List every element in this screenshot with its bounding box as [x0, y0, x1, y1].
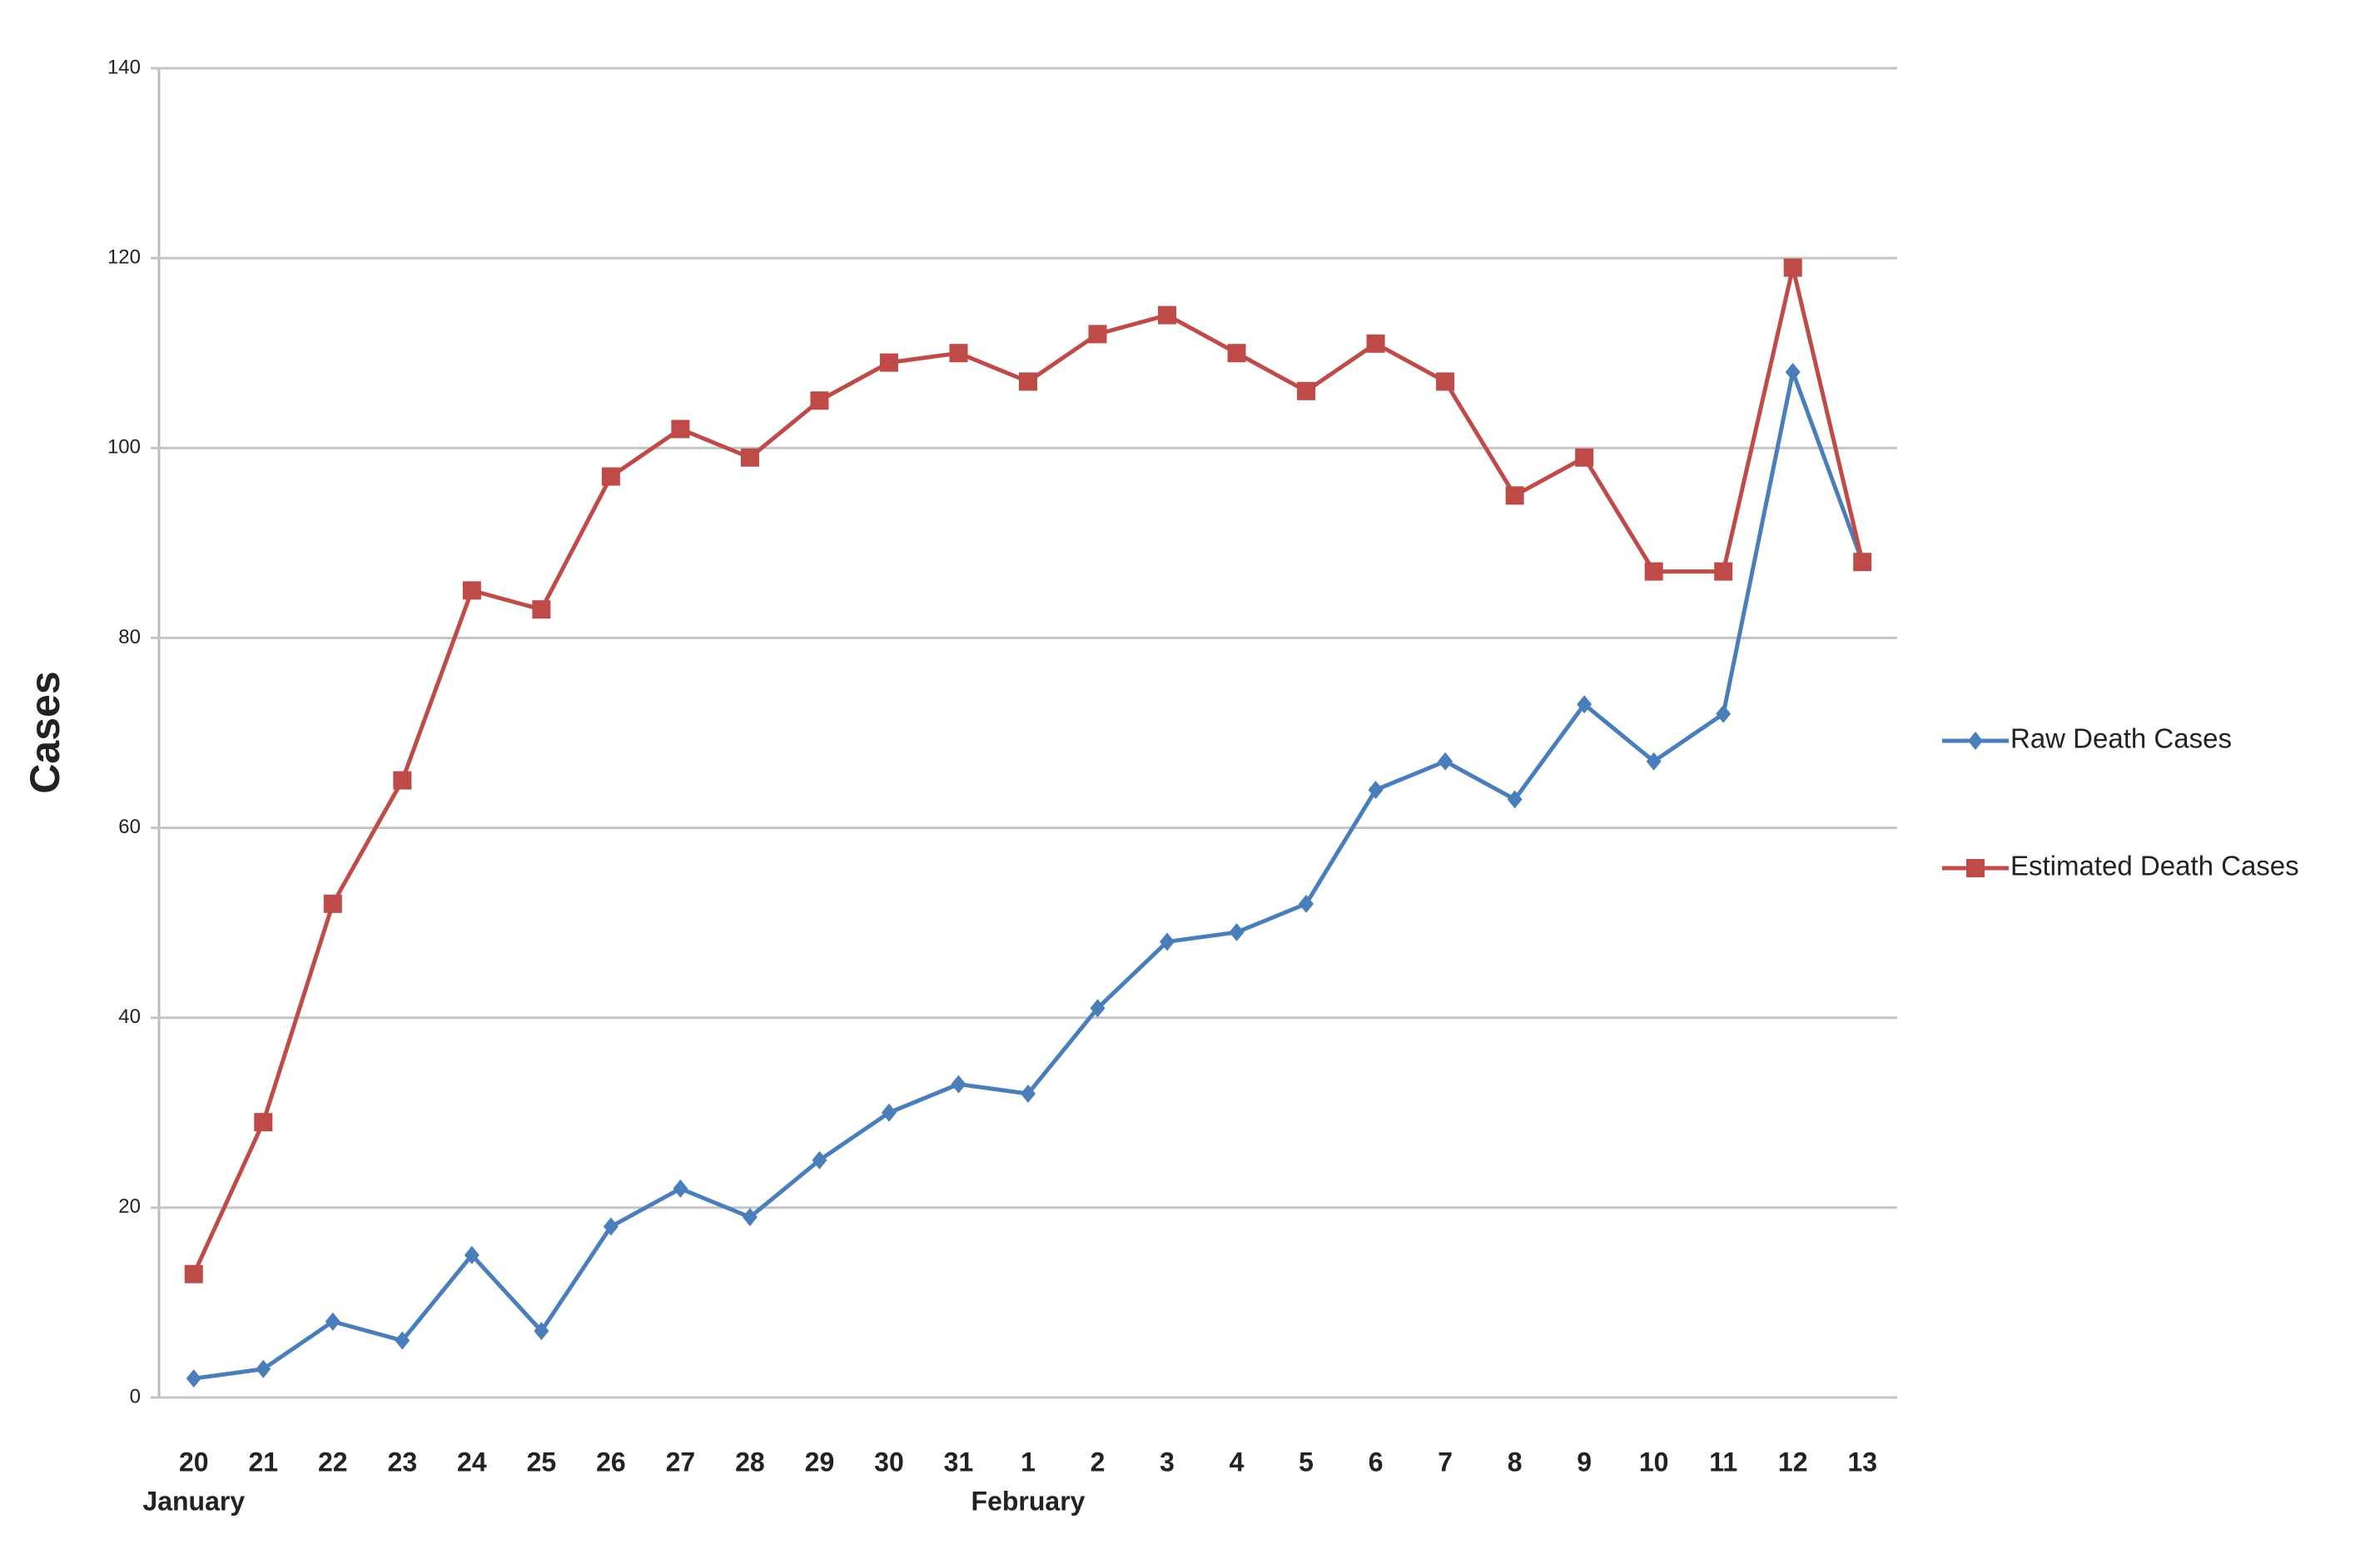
data-point: [673, 1179, 688, 1199]
x-tick-label: 6: [1369, 1447, 1384, 1477]
data-point: [810, 391, 829, 410]
x-tick-label: 28: [735, 1447, 765, 1477]
x-tick-label: 5: [1299, 1447, 1314, 1477]
x-tick-label: 20: [179, 1447, 209, 1477]
x-tick-label: 8: [1508, 1447, 1523, 1477]
month-label: January: [142, 1486, 245, 1516]
x-tick-label: 24: [457, 1447, 487, 1477]
data-point: [534, 1322, 549, 1341]
x-tick-label: 2: [1091, 1447, 1106, 1477]
y-tick-label: 80: [118, 626, 141, 648]
data-point: [1299, 894, 1314, 913]
x-tick-label: 11: [1709, 1447, 1737, 1477]
x-tick-label: 7: [1438, 1447, 1453, 1477]
data-point: [325, 1312, 340, 1331]
data-point: [601, 467, 620, 486]
x-tick-label: 10: [1639, 1447, 1669, 1477]
legend-label: Estimated Death Cases: [2010, 851, 2299, 881]
data-point: [462, 581, 481, 600]
legend-marker: [1968, 732, 1983, 750]
data-point: [256, 1359, 271, 1378]
y-tick-label: 40: [118, 1005, 141, 1028]
data-point: [1716, 704, 1732, 723]
data-point: [1227, 344, 1246, 363]
x-tick-label: 12: [1778, 1447, 1808, 1477]
data-point: [184, 1264, 203, 1283]
y-tick-label: 100: [107, 436, 141, 459]
x-tick-label: 29: [805, 1447, 835, 1477]
data-point: [1158, 305, 1177, 325]
x-tick-label: 23: [388, 1447, 418, 1477]
data-point: [393, 771, 412, 790]
series-line: [191, 266, 1865, 1275]
data-point: [186, 1369, 201, 1388]
data-point: [949, 344, 968, 363]
data-point: [1505, 486, 1524, 505]
data-point: [603, 1217, 619, 1236]
data-point: [1090, 999, 1106, 1018]
y-tick-label: 20: [118, 1195, 141, 1218]
series-line: [193, 370, 1865, 1381]
data-point: [951, 1075, 966, 1094]
data-point: [1438, 752, 1453, 771]
x-tick-label: 1: [1021, 1447, 1036, 1477]
month-label: February: [971, 1486, 1086, 1516]
data-point: [1853, 553, 1872, 572]
data-point: [742, 1208, 758, 1227]
data-point: [1297, 381, 1316, 400]
y-tick-label: 0: [130, 1385, 141, 1407]
y-tick-label: 140: [107, 56, 141, 78]
data-point: [1366, 334, 1385, 353]
data-point: [1575, 448, 1594, 467]
x-tick-label: 31: [944, 1447, 974, 1477]
data-point: [1229, 923, 1245, 942]
x-tick-label: 21: [248, 1447, 278, 1477]
data-point: [323, 894, 342, 913]
x-tick-label: 9: [1577, 1447, 1592, 1477]
x-tick-label: 4: [1230, 1447, 1245, 1477]
x-tick-label: 26: [596, 1447, 626, 1477]
x-tick-label: 13: [1847, 1447, 1877, 1477]
data-point: [395, 1331, 410, 1350]
data-point: [1644, 562, 1663, 581]
data-point: [1714, 562, 1733, 581]
data-point: [879, 353, 898, 372]
data-point: [464, 1245, 479, 1264]
data-point: [812, 1150, 827, 1169]
data-point: [1783, 258, 1802, 277]
data-point: [1088, 325, 1107, 344]
data-point: [1160, 932, 1175, 951]
data-point: [1368, 780, 1384, 799]
data-point: [1646, 752, 1662, 771]
data-point: [740, 448, 759, 467]
data-point: [1577, 695, 1592, 714]
data-point: [881, 1103, 897, 1122]
data-point: [1019, 372, 1037, 391]
x-tick-label: 22: [318, 1447, 348, 1477]
x-tick-label: 3: [1160, 1447, 1175, 1477]
data-point: [1785, 363, 1801, 382]
data-point: [671, 420, 690, 439]
x-tick-label: 25: [527, 1447, 557, 1477]
data-point: [1507, 790, 1523, 809]
x-tick-label: 27: [666, 1447, 696, 1477]
data-point: [1436, 372, 1455, 391]
y-axis-label: Cases: [22, 671, 68, 793]
data-point: [254, 1113, 273, 1132]
y-tick-label: 60: [118, 816, 141, 838]
x-tick-label: 30: [874, 1447, 904, 1477]
legend-label: Raw Death Cases: [2010, 723, 2232, 754]
data-point: [1021, 1084, 1036, 1103]
y-tick-label: 120: [107, 246, 141, 268]
legend-marker: [1966, 859, 1985, 877]
data-point: [532, 600, 551, 619]
